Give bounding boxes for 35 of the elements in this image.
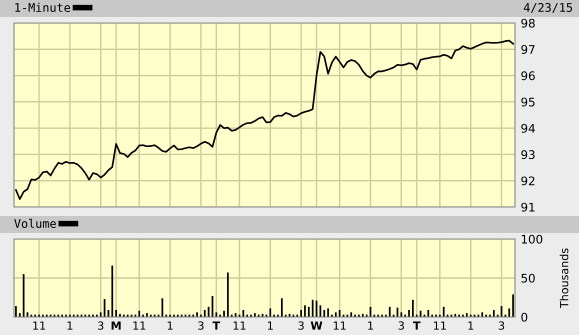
x-tick-label: 3: [498, 321, 504, 330]
y-tick-label: 96: [521, 71, 535, 80]
text: 4/23/15: [524, 3, 572, 13]
y-tick-label: 94: [521, 124, 535, 133]
x-tick-label: 1: [468, 322, 474, 330]
y-tick-label: 0: [521, 312, 528, 322]
y-tick-label: 91: [521, 202, 534, 212]
x-tick-label: 11: [33, 322, 46, 330]
x-tick-label: T: [412, 322, 420, 330]
x-tick-label: 3: [98, 321, 104, 330]
y-tick-label: 98: [521, 18, 535, 28]
x-tick-label: 1: [368, 322, 373, 330]
x-tick-label: 1: [68, 322, 72, 330]
x-tick-label: 3: [398, 321, 404, 330]
line-series: [15, 40, 514, 200]
x-tick-label: 1: [268, 322, 273, 330]
x-tick-label: 11: [133, 322, 146, 330]
x-tick-label: 3: [298, 321, 304, 330]
y-tick-label: 93: [521, 150, 535, 160]
legend-label: 1-Minute: [15, 2, 70, 12]
x-tick-label: 11: [434, 322, 446, 330]
y-tick-label: 100: [522, 234, 542, 244]
x-tick-label: 1: [168, 322, 173, 330]
x-tick-label: M: [112, 322, 121, 330]
x-tick-label: 3: [198, 321, 204, 330]
x-tick-label: 11: [234, 322, 246, 330]
x-tick-label: T: [212, 322, 220, 330]
y-tick-label: 50: [521, 274, 535, 283]
y-tick-label: 97: [521, 45, 535, 54]
y-tick-label: 95: [521, 98, 535, 107]
legend-label: Volume: [14, 218, 56, 228]
y-axis-title: Thousands: [560, 248, 568, 308]
y-tick-label: 92: [521, 176, 534, 186]
x-tick-label: 11: [334, 322, 346, 330]
x-tick-label: W: [310, 322, 322, 330]
